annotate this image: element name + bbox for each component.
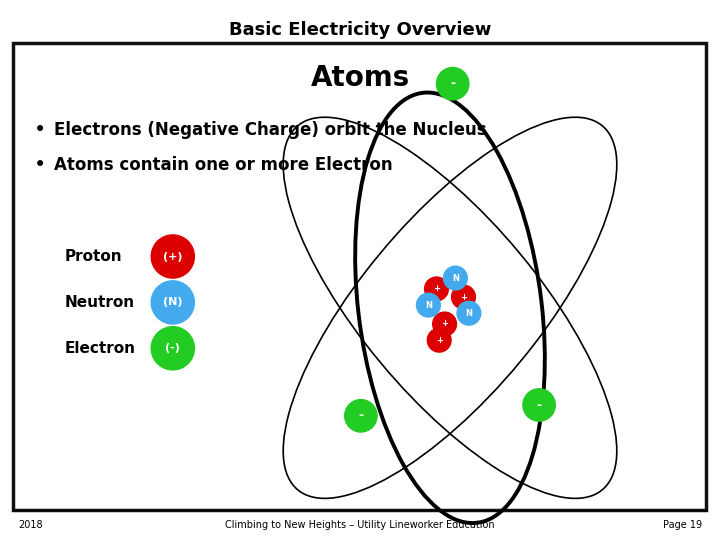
Text: (+): (+) — [163, 252, 183, 261]
Text: -: - — [450, 77, 455, 90]
Ellipse shape — [151, 327, 194, 370]
Ellipse shape — [428, 328, 451, 352]
Ellipse shape — [345, 400, 377, 432]
Text: Atoms: Atoms — [310, 64, 410, 92]
Text: N: N — [425, 301, 432, 309]
Text: 2018: 2018 — [18, 520, 42, 530]
Text: Electrons (Negative Charge) orbit the Nucleus: Electrons (Negative Charge) orbit the Nu… — [54, 120, 487, 139]
Text: +: + — [436, 336, 443, 345]
FancyBboxPatch shape — [13, 43, 706, 510]
Text: Neutron: Neutron — [65, 295, 135, 310]
Text: Electron: Electron — [65, 341, 136, 356]
Text: Proton: Proton — [65, 249, 122, 264]
Text: -: - — [536, 399, 541, 411]
Ellipse shape — [523, 389, 555, 421]
Ellipse shape — [416, 293, 440, 317]
Text: •: • — [33, 119, 46, 140]
Text: Climbing to New Heights – Utility Lineworker Education: Climbing to New Heights – Utility Linewo… — [225, 520, 495, 530]
Text: Basic Electricity Overview: Basic Electricity Overview — [229, 21, 491, 39]
Text: Page 19: Page 19 — [663, 520, 702, 530]
Ellipse shape — [151, 281, 194, 324]
Ellipse shape — [436, 68, 469, 100]
Text: -: - — [359, 409, 364, 422]
Ellipse shape — [151, 235, 194, 278]
Ellipse shape — [433, 312, 456, 336]
Text: •: • — [33, 154, 46, 175]
Text: +: + — [433, 285, 440, 293]
Text: (-): (-) — [166, 343, 180, 353]
Text: N: N — [452, 274, 459, 282]
Ellipse shape — [444, 266, 467, 290]
Text: +: + — [460, 293, 467, 301]
Text: (N): (N) — [163, 298, 183, 307]
Ellipse shape — [425, 277, 449, 301]
Text: +: + — [441, 320, 448, 328]
Ellipse shape — [457, 301, 481, 325]
Ellipse shape — [451, 285, 475, 309]
Text: Atoms contain one or more Electron: Atoms contain one or more Electron — [54, 156, 392, 174]
Text: N: N — [465, 309, 472, 318]
